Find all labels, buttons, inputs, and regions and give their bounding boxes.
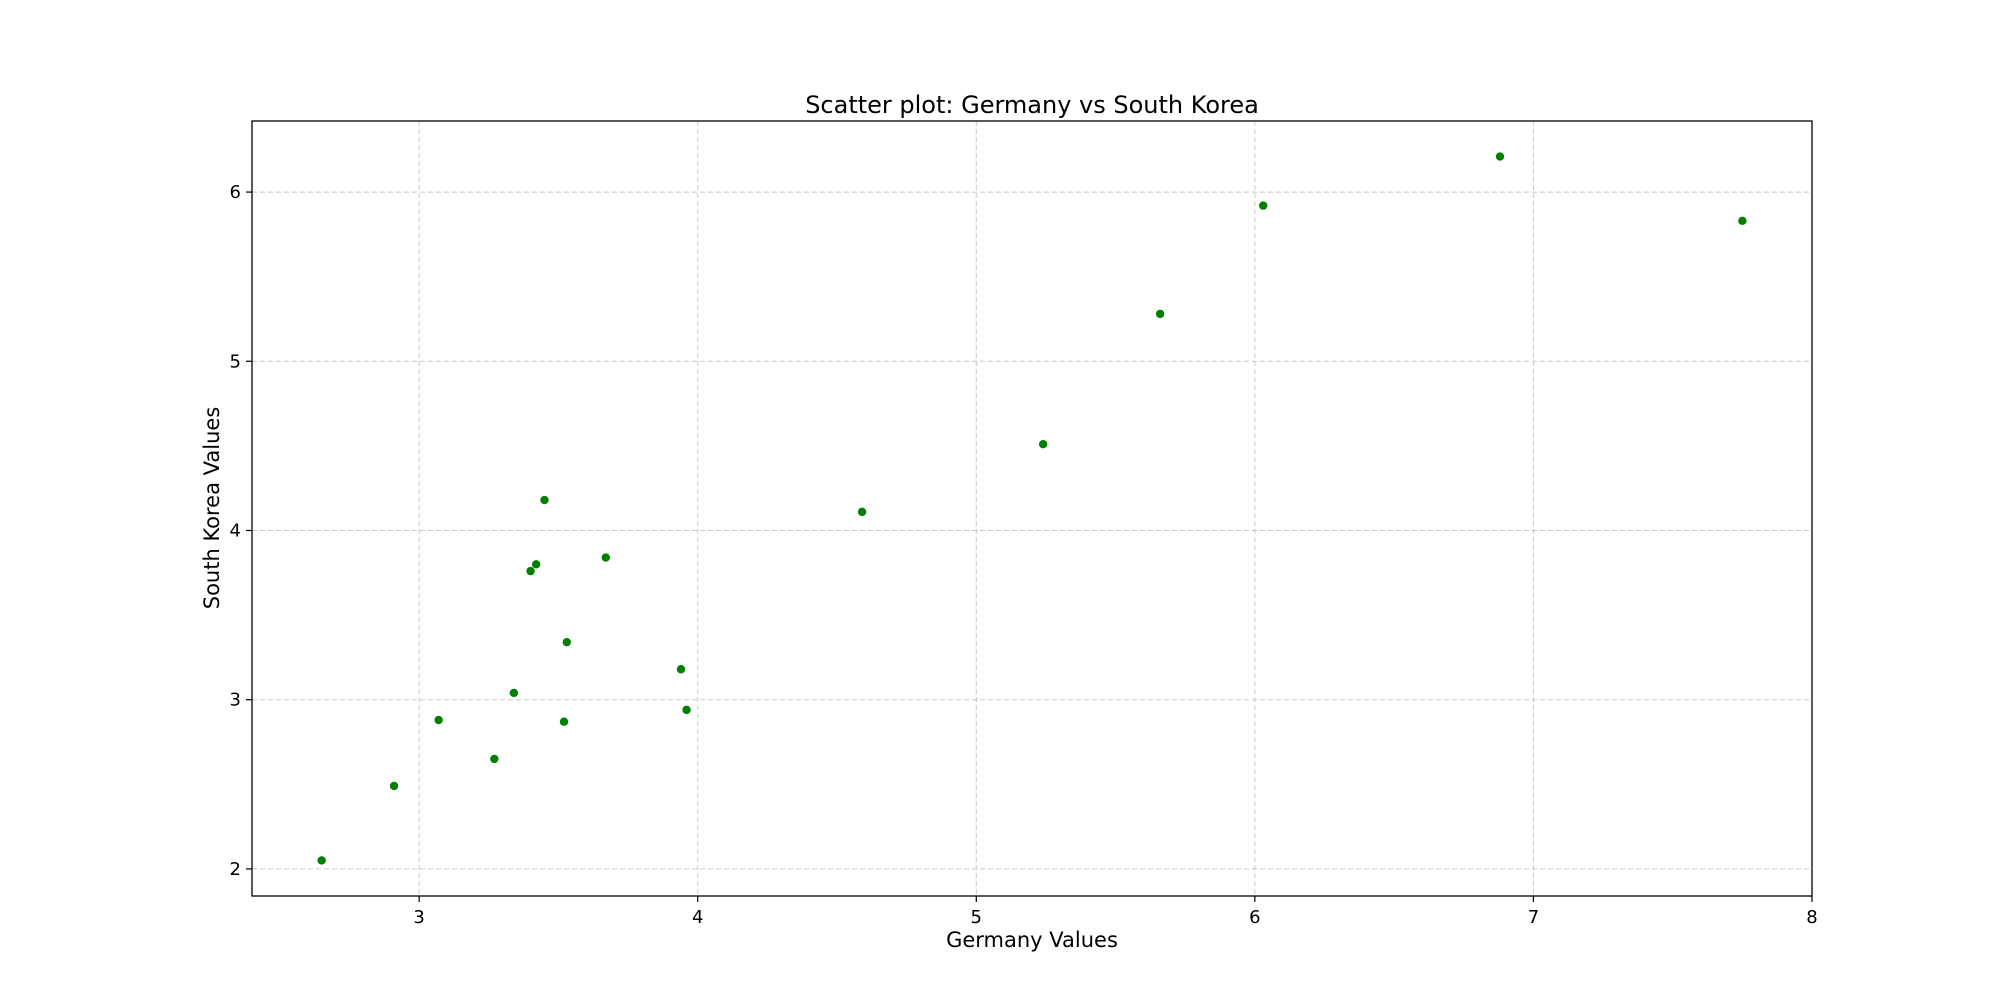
scatter-point <box>1495 152 1505 161</box>
scatter-point <box>509 688 519 698</box>
scatter-point <box>857 507 867 517</box>
y-axis-ticks: 2 3 4 5 6 <box>230 182 252 880</box>
plot-frame <box>251 120 1813 897</box>
points-layer <box>317 152 1747 865</box>
scatter-point <box>434 715 443 725</box>
scatter-point <box>562 637 571 647</box>
scatter-point <box>601 553 610 562</box>
scatter-point <box>1155 309 1165 319</box>
x-tick-label: 7 <box>1528 907 1539 928</box>
scatter-point <box>540 495 549 505</box>
y-tick-label: 3 <box>230 690 241 711</box>
x-axis-ticks: 3 4 5 6 7 8 <box>413 896 1818 928</box>
scatter-point <box>559 717 569 726</box>
scatter-point <box>1738 216 1747 226</box>
y-tick-label: 5 <box>230 351 241 372</box>
y-tick-label: 4 <box>230 520 241 541</box>
grid-layer <box>252 121 1813 896</box>
scatter-point <box>676 665 686 674</box>
scatter-point <box>1259 201 1268 210</box>
scatter-point <box>317 856 326 865</box>
x-tick-label: 4 <box>692 907 703 928</box>
x-tick-label: 6 <box>1249 907 1260 928</box>
scatter-point <box>389 781 399 791</box>
scatter-point <box>526 566 535 576</box>
y-axis-label: South Korea Values <box>200 407 224 610</box>
scatter-point <box>1038 439 1048 449</box>
x-tick-label: 5 <box>971 907 982 928</box>
scatter-point <box>531 560 541 569</box>
x-tick-label: 8 <box>1806 907 1817 928</box>
scatter-point <box>490 754 499 764</box>
y-tick-label: 2 <box>230 859 241 880</box>
x-axis-label: Germany Values <box>946 928 1118 952</box>
scatter-point <box>682 705 691 715</box>
y-tick-label: 6 <box>230 182 241 203</box>
x-tick-label: 3 <box>413 907 424 928</box>
chart-title: Scatter plot: Germany vs South Korea <box>805 91 1259 119</box>
